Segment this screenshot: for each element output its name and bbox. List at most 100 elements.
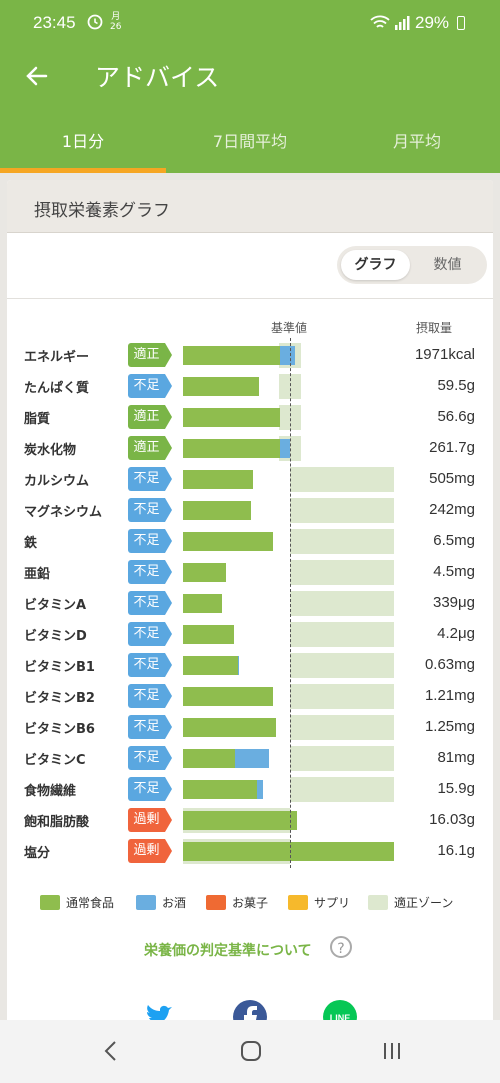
status-badge: 不足 [128, 498, 172, 522]
nutrient-row: ビタミンC 不足 81mg [7, 743, 493, 774]
legend-label: お酒 [162, 896, 187, 910]
status-badge: 不足 [128, 560, 172, 584]
intake-value: 4.5mg [433, 563, 475, 580]
nutrient-graph-card: 摂取栄養素グラフ グラフ 数値 基準値 摂取量 エネルギー 適正 1971kcal た… [7, 180, 493, 1040]
nutrient-row: ビタミンB2 不足 1.21mg [7, 681, 493, 712]
nutrient-row: ビタミンD 不足 4.2μg [7, 619, 493, 650]
nutrient-row: 鉄 不足 6.5mg [7, 526, 493, 557]
header-reference: 基準値 [271, 321, 308, 335]
status-time: 23:45 [33, 13, 76, 32]
regular-food-segment [183, 563, 226, 582]
twitter-icon[interactable] [141, 1000, 175, 1034]
signal-icon [395, 16, 410, 30]
regular-food-segment [183, 594, 222, 613]
alcohol-segment [280, 439, 290, 458]
intake-value: 1.21mg [424, 687, 475, 704]
tab-1day[interactable]: 1日分 [61, 132, 105, 151]
regular-food-segment [183, 470, 253, 489]
app-bar: アドバイス [0, 45, 500, 107]
target-zone [290, 684, 394, 709]
tab-7day-average[interactable]: 7日間平均 [212, 132, 288, 151]
nutrient-name: カルシウム [24, 474, 90, 489]
nutrient-row: ビタミンA 不足 339μg [7, 588, 493, 619]
legend-swatch [206, 895, 226, 910]
status-badge: 適正 [128, 405, 172, 429]
calendar-icon: 月 26 [110, 12, 122, 32]
nav-home-icon[interactable] [236, 1036, 266, 1066]
nutrient-name: 炭水化物 [24, 443, 77, 458]
nutrient-name: ビタミンB6 [24, 722, 95, 737]
status-badge: 過剰 [128, 808, 172, 832]
nutrient-name: 鉄 [24, 536, 38, 551]
regular-food-segment [183, 532, 273, 551]
header-intake: 摂取量 [416, 321, 453, 335]
nav-recents-icon[interactable] [377, 1036, 407, 1066]
nutrient-row: ビタミンB6 不足 1.25mg [7, 712, 493, 743]
status-badge: 不足 [128, 777, 172, 801]
nutrient-name: 食物繊維 [24, 784, 77, 799]
reference-line [290, 338, 291, 868]
status-badge: 過剰 [128, 839, 172, 863]
nutrient-row: カルシウム 不足 505mg [7, 464, 493, 495]
target-zone [290, 746, 394, 771]
nutrient-name: ビタミンB1 [24, 660, 95, 675]
intake-value: 16.1g [437, 842, 475, 859]
system-nav-bar [0, 1020, 500, 1083]
regular-food-segment [183, 842, 394, 861]
help-icon[interactable]: ? [330, 936, 352, 958]
nav-back-icon[interactable] [96, 1036, 126, 1066]
intake-value: 56.6g [437, 408, 475, 425]
nutrient-name: 飽和脂肪酸 [24, 815, 90, 830]
card-title: 摂取栄養素グラフ [34, 201, 170, 221]
nutrient-row: ビタミンB1 不足 0.63mg [7, 650, 493, 681]
nutrient-row: マグネシウム 不足 242mg [7, 495, 493, 526]
target-zone [290, 529, 394, 554]
divider [7, 298, 493, 299]
intake-value: 505mg [429, 470, 475, 487]
alcohol-segment [235, 749, 269, 768]
regular-food-segment [183, 749, 236, 768]
status-badge: 不足 [128, 715, 172, 739]
status-badge: 不足 [128, 653, 172, 677]
nutrient-name: 脂質 [24, 412, 51, 427]
target-zone [290, 467, 394, 492]
nutrient-row: 飽和脂肪酸 過剰 16.03g [7, 805, 493, 836]
status-badge: 適正 [128, 436, 172, 460]
status-badge: 不足 [128, 591, 172, 615]
regular-food-segment [183, 625, 235, 644]
regular-food-segment [183, 718, 277, 737]
tab-monthly-average[interactable]: 月平均 [392, 132, 441, 151]
intake-value: 0.63mg [424, 656, 475, 673]
target-zone [290, 653, 394, 678]
status-badge: 不足 [128, 529, 172, 553]
regular-food-segment [183, 656, 238, 675]
back-arrow-icon[interactable] [24, 63, 50, 89]
card-header: 摂取栄養素グラフ [7, 180, 493, 233]
legend-label: お菓子 [232, 896, 269, 910]
target-zone [290, 777, 394, 802]
status-badge: 不足 [128, 467, 172, 491]
status-badge: 不足 [128, 684, 172, 708]
nutrient-row: エネルギー 適正 1971kcal [7, 340, 493, 371]
legend-label: 適正ゾーン [394, 896, 454, 910]
nutrient-row: 亜鉛 不足 4.5mg [7, 557, 493, 588]
intake-value: 15.9g [437, 780, 475, 797]
intake-value: 4.2μg [437, 625, 475, 642]
regular-food-segment [183, 346, 281, 365]
toggle-graph[interactable]: グラフ [341, 250, 410, 280]
alcohol-segment [237, 656, 239, 675]
regular-food-segment [183, 687, 273, 706]
toggle-numeric[interactable]: 数値 [433, 257, 462, 273]
intake-value: 1971kcal [414, 346, 475, 363]
legend-swatch [368, 895, 388, 910]
criteria-link[interactable]: 栄養価の判定基準について [144, 943, 312, 959]
wifi-icon [370, 15, 390, 28]
regular-food-segment [183, 377, 259, 396]
status-badge: 適正 [128, 343, 172, 367]
legend-label: サプリ [314, 896, 351, 910]
regular-food-segment [183, 439, 281, 458]
status-badge: 不足 [128, 622, 172, 646]
nutrient-name: ビタミンD [24, 629, 87, 644]
status-bar: 23:45 月 26 29% [0, 0, 500, 45]
regular-food-segment [183, 780, 257, 799]
